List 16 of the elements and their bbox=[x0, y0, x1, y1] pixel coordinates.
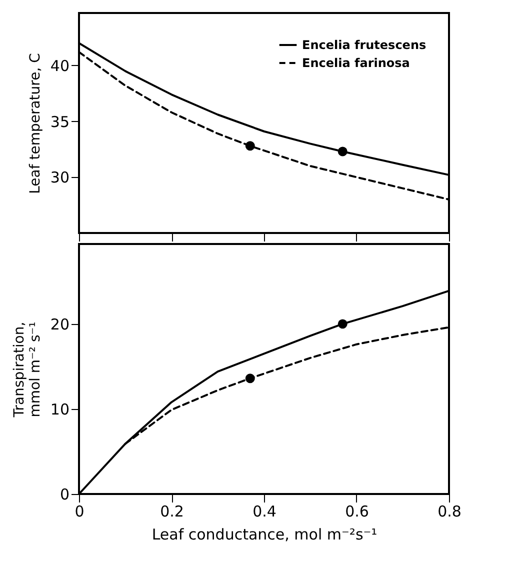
x-tick-label: 0.8 bbox=[438, 502, 462, 520]
y-tick-label: 30 bbox=[50, 168, 70, 187]
x-tick-label: 0.2 bbox=[160, 502, 184, 520]
x-tick-label: 0 bbox=[74, 502, 84, 520]
y-tick-label: 0 bbox=[60, 486, 70, 504]
y-axis-title: Leaf temperature, C bbox=[27, 52, 44, 194]
y-axis-title: Transpiration, mmol m⁻² s⁻¹ bbox=[11, 322, 44, 418]
x-tick-label: 0.6 bbox=[345, 502, 369, 520]
x-tick-label: 0.4 bbox=[252, 502, 276, 520]
legend-label: Encelia frutescens bbox=[302, 38, 426, 52]
y-tick-label: 35 bbox=[50, 112, 70, 131]
x-axis-title: Leaf conductance, mol m⁻²s⁻¹ bbox=[152, 526, 378, 544]
y-tick-label: 10 bbox=[50, 400, 70, 418]
legend-label: Encelia farinosa bbox=[302, 56, 410, 70]
y-tick-label: 40 bbox=[50, 56, 70, 75]
y-tick-label: 20 bbox=[50, 315, 70, 334]
